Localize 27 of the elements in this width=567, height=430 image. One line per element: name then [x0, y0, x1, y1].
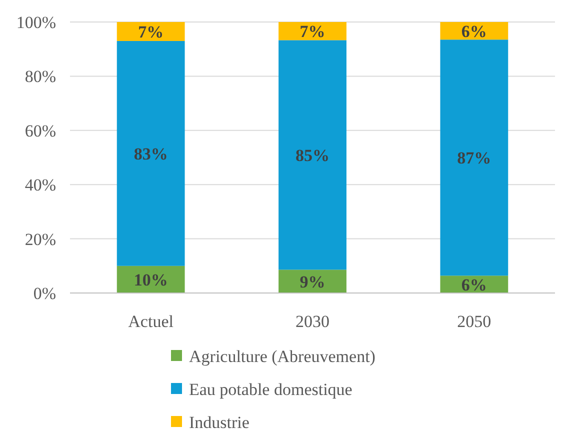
data-label: 7% — [300, 22, 326, 42]
legend-label: Agriculture (Abreuvement) — [189, 347, 376, 366]
y-tick-label: 20% — [24, 230, 56, 249]
y-tick-label: 0% — [33, 284, 56, 303]
data-label: 10% — [134, 270, 168, 290]
x-tick-label: 2030 — [296, 312, 330, 331]
x-tick-label: Actuel — [128, 312, 174, 331]
data-label: 7% — [138, 22, 164, 42]
bar — [278, 40, 346, 270]
data-label: 9% — [300, 272, 326, 292]
bar — [116, 40, 185, 266]
bar — [278, 22, 346, 40]
data-label: 85% — [296, 146, 330, 165]
y-tick-label: 80% — [24, 67, 56, 86]
y-tick-label: 100% — [16, 13, 56, 32]
data-label: 83% — [134, 144, 168, 164]
y-tick-label: 60% — [24, 121, 56, 140]
x-tick-label: 2050 — [457, 312, 492, 331]
legend-label: Industrie — [189, 413, 250, 430]
bar — [440, 40, 508, 276]
data-label: 6% — [461, 22, 487, 41]
legend-label: Eau potable domestique — [189, 380, 352, 399]
y-tick-label: 40% — [24, 176, 56, 195]
data-label: 6% — [461, 275, 487, 294]
data-label: 87% — [457, 148, 492, 168]
bar — [116, 22, 185, 41]
bar — [278, 270, 346, 293]
